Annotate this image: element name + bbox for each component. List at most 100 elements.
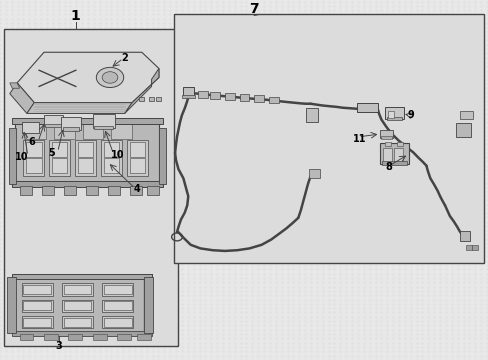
Bar — [146, 186, 159, 195]
Bar — [305, 108, 317, 122]
Bar — [93, 114, 115, 128]
Bar — [137, 334, 150, 340]
Bar — [173, 14, 483, 263]
Bar — [129, 186, 142, 195]
Bar — [101, 140, 122, 176]
Bar — [23, 301, 51, 310]
Polygon shape — [10, 83, 34, 113]
Bar — [103, 142, 119, 157]
Bar — [9, 128, 16, 184]
Bar — [107, 186, 120, 195]
Bar — [63, 301, 91, 310]
Bar — [68, 334, 82, 340]
Bar — [52, 158, 67, 173]
Bar — [61, 117, 81, 130]
Bar — [20, 186, 32, 195]
Polygon shape — [149, 97, 154, 101]
Bar — [20, 334, 33, 340]
Text: 10: 10 — [15, 152, 29, 162]
Bar — [94, 126, 113, 129]
Bar — [63, 318, 91, 327]
Bar — [111, 124, 131, 139]
Bar — [471, 245, 477, 250]
Bar — [63, 285, 91, 294]
Bar — [12, 181, 163, 186]
Bar — [387, 111, 393, 118]
Bar — [393, 148, 402, 161]
Text: 8: 8 — [385, 162, 391, 172]
Polygon shape — [144, 274, 152, 333]
Bar — [21, 300, 53, 312]
Bar — [41, 186, 54, 195]
Bar — [386, 117, 402, 120]
Polygon shape — [17, 52, 159, 103]
Bar — [459, 231, 469, 241]
Bar — [61, 300, 93, 312]
Bar — [93, 334, 106, 340]
Bar — [61, 283, 93, 296]
Bar — [23, 318, 51, 327]
Bar — [52, 142, 67, 157]
Bar — [75, 140, 96, 176]
Bar — [12, 118, 163, 124]
Polygon shape — [139, 97, 144, 101]
Bar — [127, 140, 147, 176]
Circle shape — [102, 72, 118, 83]
Bar — [21, 316, 53, 328]
Bar — [356, 103, 377, 112]
Bar — [62, 127, 79, 131]
Text: 4: 4 — [133, 184, 140, 194]
Text: 10: 10 — [110, 150, 124, 160]
Bar — [183, 87, 194, 97]
Bar — [103, 301, 131, 310]
Bar — [383, 148, 391, 161]
Bar — [380, 143, 408, 164]
Bar — [455, 123, 470, 137]
Bar — [26, 124, 46, 139]
Bar — [143, 277, 152, 333]
Bar — [385, 107, 403, 119]
Bar — [198, 91, 207, 98]
Bar — [224, 93, 234, 100]
Bar — [384, 141, 390, 146]
Polygon shape — [10, 83, 20, 88]
Bar — [102, 283, 133, 296]
Bar — [23, 140, 44, 176]
Polygon shape — [156, 97, 161, 101]
Bar — [308, 169, 319, 178]
Bar — [45, 124, 61, 127]
Bar — [210, 92, 220, 99]
Bar — [129, 142, 145, 157]
Bar — [380, 130, 392, 138]
Bar — [26, 142, 41, 157]
Bar — [61, 316, 93, 328]
Bar — [44, 115, 62, 126]
Bar — [12, 274, 151, 279]
Text: 2: 2 — [121, 53, 128, 63]
Bar — [159, 128, 166, 184]
Bar — [82, 124, 103, 139]
Text: 11: 11 — [352, 134, 366, 144]
Bar — [382, 161, 406, 165]
Text: 6: 6 — [28, 137, 35, 147]
Polygon shape — [124, 68, 159, 113]
Bar — [182, 95, 195, 98]
Bar — [103, 318, 131, 327]
Bar — [254, 95, 264, 102]
Bar — [15, 277, 146, 333]
Bar — [103, 158, 119, 173]
Bar — [54, 124, 75, 139]
Bar — [26, 158, 41, 173]
Text: 1: 1 — [71, 9, 81, 23]
Bar — [23, 285, 51, 294]
Bar — [103, 285, 131, 294]
Bar — [22, 122, 39, 133]
Bar — [268, 97, 278, 103]
Bar — [102, 316, 133, 328]
Text: 7: 7 — [249, 2, 259, 16]
Circle shape — [96, 67, 123, 87]
Bar — [459, 111, 472, 119]
Bar — [78, 158, 93, 173]
Bar — [129, 158, 145, 173]
Bar — [117, 334, 131, 340]
